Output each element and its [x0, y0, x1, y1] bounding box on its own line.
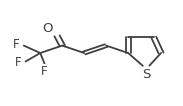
Text: F: F [13, 38, 20, 51]
Text: S: S [142, 68, 151, 81]
Text: F: F [15, 56, 22, 69]
Text: F: F [41, 65, 47, 77]
Text: O: O [42, 22, 53, 35]
